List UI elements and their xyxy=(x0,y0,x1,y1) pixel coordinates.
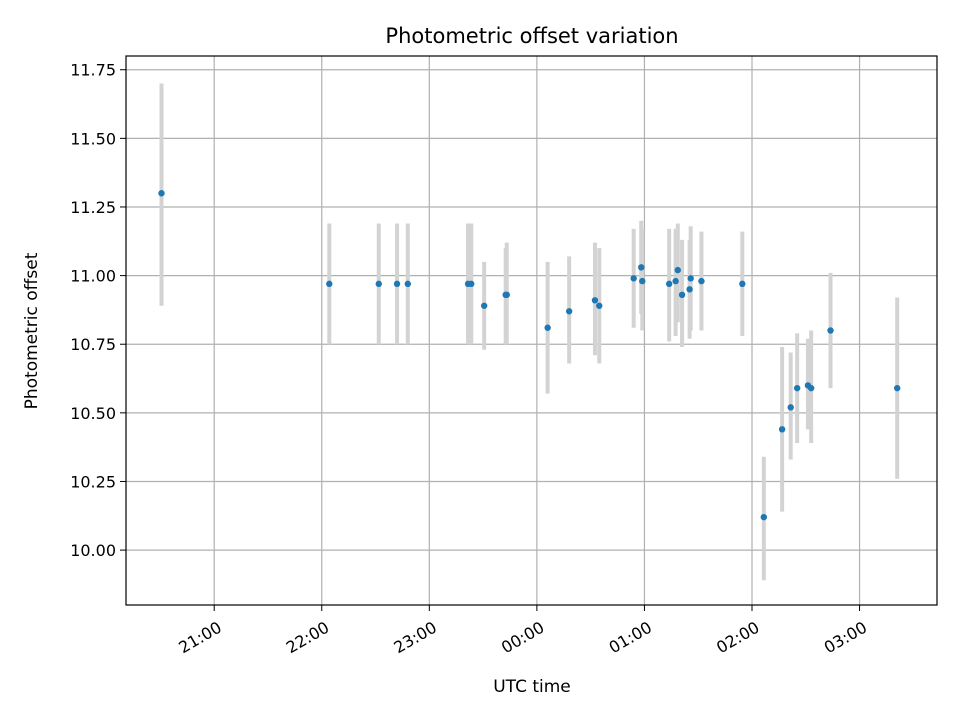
data-point xyxy=(807,384,815,392)
data-point xyxy=(827,327,834,334)
data-point xyxy=(639,277,646,285)
y-tick-label: 10.50 xyxy=(70,404,116,423)
data-point xyxy=(638,264,645,271)
y-tick-label: 11.25 xyxy=(70,198,116,217)
data-point xyxy=(678,291,686,299)
y-tick-label: 11.50 xyxy=(70,129,116,148)
data-point xyxy=(565,308,573,315)
chart-title: Photometric offset variation xyxy=(385,24,678,48)
data-point xyxy=(468,280,475,288)
data-point xyxy=(393,280,401,288)
data-point xyxy=(698,277,705,285)
y-tick-label: 11.00 xyxy=(70,267,116,286)
y-tick-label: 10.75 xyxy=(70,335,116,354)
y-tick-label: 11.75 xyxy=(70,61,116,80)
y-axis-label: Photometric offset xyxy=(22,252,42,409)
x-axis-label: UTC time xyxy=(493,677,571,697)
y-tick-label: 10.00 xyxy=(70,541,116,560)
data-point xyxy=(787,404,794,411)
y-tick-label: 10.25 xyxy=(70,472,116,491)
data-point xyxy=(480,302,488,309)
data-point xyxy=(375,280,382,288)
data-point xyxy=(760,513,768,521)
data-point xyxy=(503,291,510,299)
data-point xyxy=(326,280,333,288)
data-point xyxy=(778,426,786,433)
data-point xyxy=(404,280,412,288)
data-point xyxy=(596,302,603,309)
data-point xyxy=(591,297,599,304)
data-point xyxy=(674,266,681,274)
data-point xyxy=(665,280,673,288)
data-point xyxy=(793,384,801,392)
data-point xyxy=(894,384,901,392)
data-point xyxy=(672,277,679,285)
grid xyxy=(126,56,937,605)
data-points xyxy=(158,190,901,521)
data-point xyxy=(630,275,637,282)
data-point xyxy=(158,190,165,197)
data-point xyxy=(686,286,693,293)
data-point xyxy=(544,324,551,331)
y-axis: 10.00 10.25 10.50 10.75 11.00 11.25 11.50 11.75 xyxy=(70,61,126,560)
data-point xyxy=(739,280,746,288)
plot-frame xyxy=(125,55,938,606)
data-point xyxy=(687,275,694,282)
